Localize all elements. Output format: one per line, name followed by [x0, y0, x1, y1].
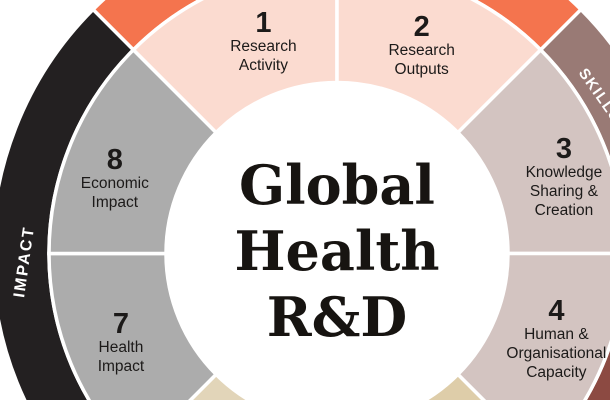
segment-2-label-line: Research	[388, 42, 454, 59]
ring-category-lower-right-arc	[582, 339, 610, 400]
segment-7-label-line: Health	[99, 339, 144, 356]
segment-2-label-line: Outputs	[395, 61, 450, 78]
segment-3-wedge	[455, 47, 610, 256]
segment-7-label-line: Impact	[98, 358, 145, 375]
segment-8-number: 8	[107, 144, 123, 176]
segment-1-label-line: Activity	[239, 57, 288, 74]
segment-4-label: 4 Human & Organisational Capacity	[506, 295, 606, 381]
segment-8-label-line: Impact	[92, 194, 139, 211]
segment-4-label-line: Capacity	[526, 364, 587, 381]
segment-1-label: 1 Research Activity	[230, 7, 296, 74]
segment-4-number: 4	[548, 295, 564, 327]
segment-4-label-line: Organisational	[506, 345, 606, 362]
segment-2-number: 2	[414, 11, 430, 43]
segment-4-label-line: Human &	[524, 326, 589, 343]
center-title-line: Health	[234, 219, 440, 283]
segment-3-label-line: Creation	[535, 202, 594, 219]
segment-8-label: 8 Economic Impact	[81, 144, 149, 211]
segment-7-number: 7	[113, 308, 129, 340]
segment-1-label-line: Research	[230, 38, 296, 55]
segment-3-label-line: Knowledge	[526, 164, 603, 181]
segment-2-label: 2 Research Outputs	[388, 11, 454, 78]
center-title-line: R&D	[266, 285, 408, 349]
center-title-line: Global	[239, 153, 435, 217]
segment-6-wedge	[188, 371, 253, 400]
segment-5-wedge	[421, 371, 486, 400]
segment-7-label: 7 Health Impact	[98, 308, 145, 375]
center-title: Global Health R&D	[177, 152, 497, 352]
segment-3-label: 3 Knowledge Sharing & Creation	[526, 133, 603, 219]
segment-1-number: 1	[255, 7, 271, 39]
segment-8-label-line: Economic	[81, 175, 149, 192]
segment-8-wedge	[47, 47, 219, 256]
segment-4-wedge	[455, 251, 610, 400]
segment-3-number: 3	[556, 133, 572, 165]
segment-3-label-line: Sharing &	[530, 183, 599, 200]
